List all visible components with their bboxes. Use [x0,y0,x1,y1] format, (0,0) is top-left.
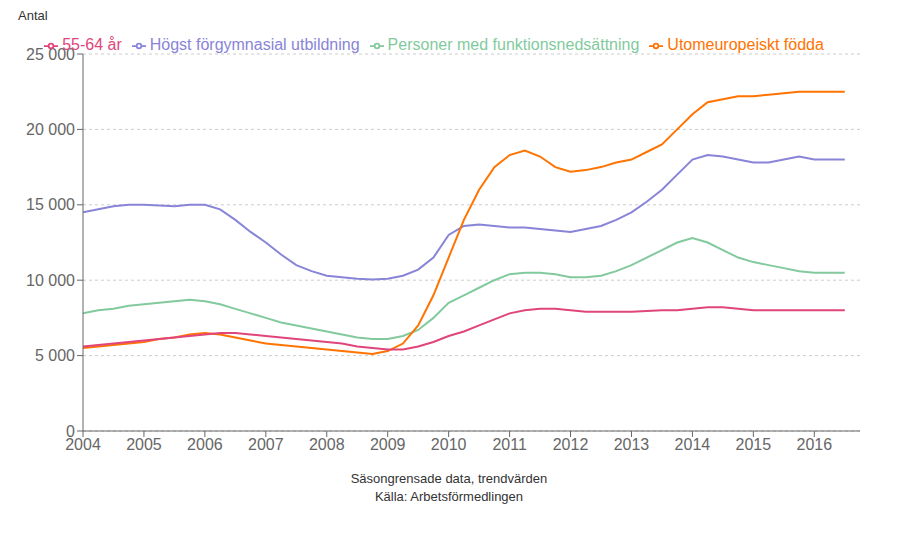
html-text:Källa: Arbetsförmedlingen: Källa: Arbetsförmedlingen [374,489,524,504]
html-text:Personer med funktionsnedsättn: Personer med funktionsnedsättning [387,36,640,53]
svg-text:20 000: 20 000 [26,121,75,138]
svg-text:2005: 2005 [126,436,162,453]
svg-text:5 000: 5 000 [35,347,75,364]
svg-text:2016: 2016 [796,436,832,453]
svg-text:2010: 2010 [431,436,467,453]
svg-text:2009: 2009 [370,436,406,453]
svg-text:2014: 2014 [675,436,711,453]
svg-text:2007: 2007 [248,436,284,453]
svg-text:15 000: 15 000 [26,196,75,213]
html-text:55-64 år: 55-64 år [62,36,122,53]
html-text:Säsongrensade data, trendvärde: Säsongrensade data, trendvärden [350,471,548,486]
svg-text:2012: 2012 [553,436,589,453]
svg-text:2006: 2006 [187,436,223,453]
svg-text:2015: 2015 [736,436,772,453]
svg-text:2011: 2011 [492,436,527,453]
html-text:Utomeuropeiskt födda: Utomeuropeiskt födda [667,36,824,53]
svg-text:2013: 2013 [614,436,650,453]
svg-text:2004: 2004 [65,436,101,454]
svg-text:0: 0 [66,423,75,440]
svg-text:25 000: 25 000 [26,46,75,63]
html-text:Högst förgymnasial utbildning: Högst förgymnasial utbildning [149,36,360,53]
html-text:Antal: Antal [18,8,48,23]
svg-text:10 000: 10 000 [26,272,75,289]
svg-text:2008: 2008 [309,436,345,453]
